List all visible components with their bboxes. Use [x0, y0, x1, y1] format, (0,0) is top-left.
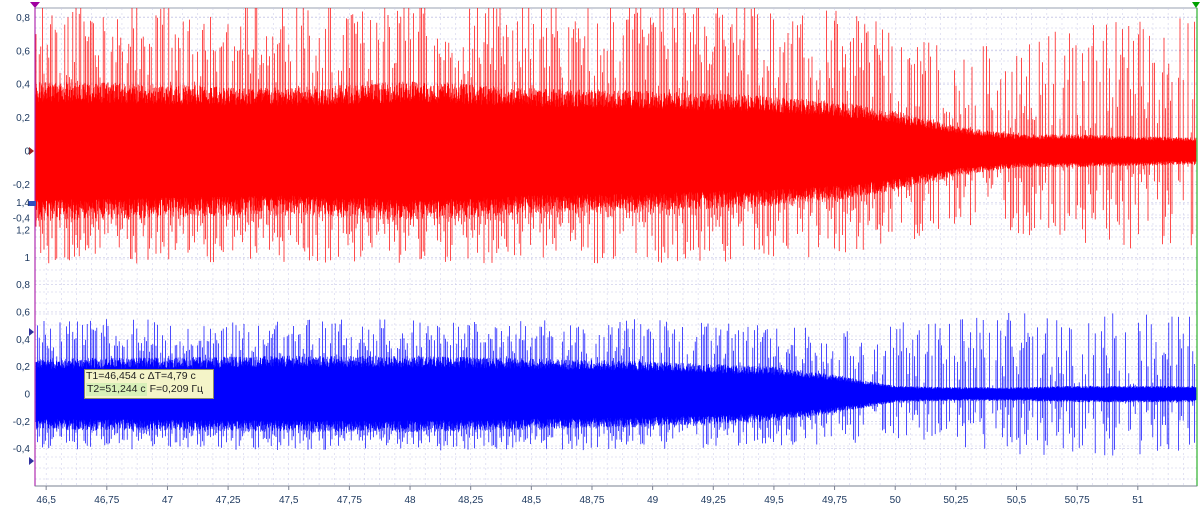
y-axis-ticks: 0,8 0,6 0,4 0,2 0 -0,2 -0,4 1,4 1,2 1 0,8 0,6 0,4 0,2… [13, 13, 31, 455]
upper-channel-spikes [35, 8, 1195, 264]
x-tick-label: 48,25 [458, 495, 483, 506]
blue-y-tick-label: 0,8 [16, 280, 30, 291]
x-tick-label: 50 [890, 495, 902, 506]
x-tick-label: 46,5 [36, 495, 56, 506]
cursor-readout: T1=46,454 с ΔT=4,79 с T2=51,244 с F=0,20… [84, 369, 214, 399]
x-tick-label: 50,75 [1065, 495, 1090, 506]
x-tick-label: 46,75 [94, 495, 119, 506]
channel-marker[interactable] [29, 147, 34, 155]
channel-marker[interactable] [29, 328, 34, 336]
cursor-t2-marker[interactable] [1192, 2, 1200, 8]
x-tick-label: 48,5 [522, 495, 542, 506]
x-tick-label: 47,75 [337, 495, 362, 506]
x-tick-label: 47,5 [279, 495, 299, 506]
x-tick-label: 48 [404, 495, 416, 506]
x-tick-label: 47,25 [216, 495, 241, 506]
red-y-tick-label: -0,2 [13, 180, 31, 191]
red-y-tick-label: 0 [24, 147, 30, 158]
red-y-tick-label: 0,2 [16, 113, 30, 124]
blue-y-tick-label: 1,4 [16, 198, 30, 209]
x-tick-label: 49 [647, 495, 659, 506]
blue-y-tick-label: 0,6 [16, 307, 30, 318]
cursor-t2-value: T2=51,244 с [86, 383, 147, 396]
red-waveform [35, 8, 1197, 264]
x-tick-label: 49,5 [764, 495, 784, 506]
x-tick-label: 50,5 [1007, 495, 1027, 506]
red-y-tick-label: 0,4 [16, 80, 30, 91]
x-tick-label: 49,25 [701, 495, 726, 506]
time-cursors [28, 2, 1200, 486]
channel-offset-marker[interactable] [28, 201, 36, 206]
blue-y-tick-label: -0,2 [13, 417, 31, 428]
x-tick-label: 48,75 [579, 495, 604, 506]
cursor-t1-marker[interactable] [30, 2, 40, 8]
red-y-tick-label: 0,8 [16, 13, 30, 24]
x-tick-label: 50,25 [943, 495, 968, 506]
blue-y-tick-label: 0 [24, 390, 30, 401]
cursor-readout-line2: T2=51,244 с F=0,209 Гц [85, 383, 213, 396]
blue-y-tick-label: 0,2 [16, 362, 30, 373]
blue-y-tick-label: 1 [24, 253, 30, 264]
x-tick-label: 47 [162, 495, 174, 506]
blue-y-tick-label: 1,2 [16, 225, 30, 236]
channel-marker[interactable] [29, 457, 34, 465]
x-tick-label: 49,75 [822, 495, 847, 506]
cursor-readout-line1: T1=46,454 с ΔT=4,79 с [86, 370, 196, 382]
x-axis-ticks: 46,5 46,75 47 47,25 47,5 47,75 48 48,25 48,5 48,7… [35, 485, 1197, 506]
x-tick-label: 51 [1132, 495, 1144, 506]
red-y-tick-label: 0,6 [16, 46, 30, 57]
blue-y-tick-label: 0,4 [16, 335, 30, 346]
cursor-frequency-value: F=0,209 Гц [149, 383, 204, 395]
red-y-tick-label: -0,4 [13, 213, 31, 224]
blue-y-tick-label: -0,4 [13, 444, 31, 455]
